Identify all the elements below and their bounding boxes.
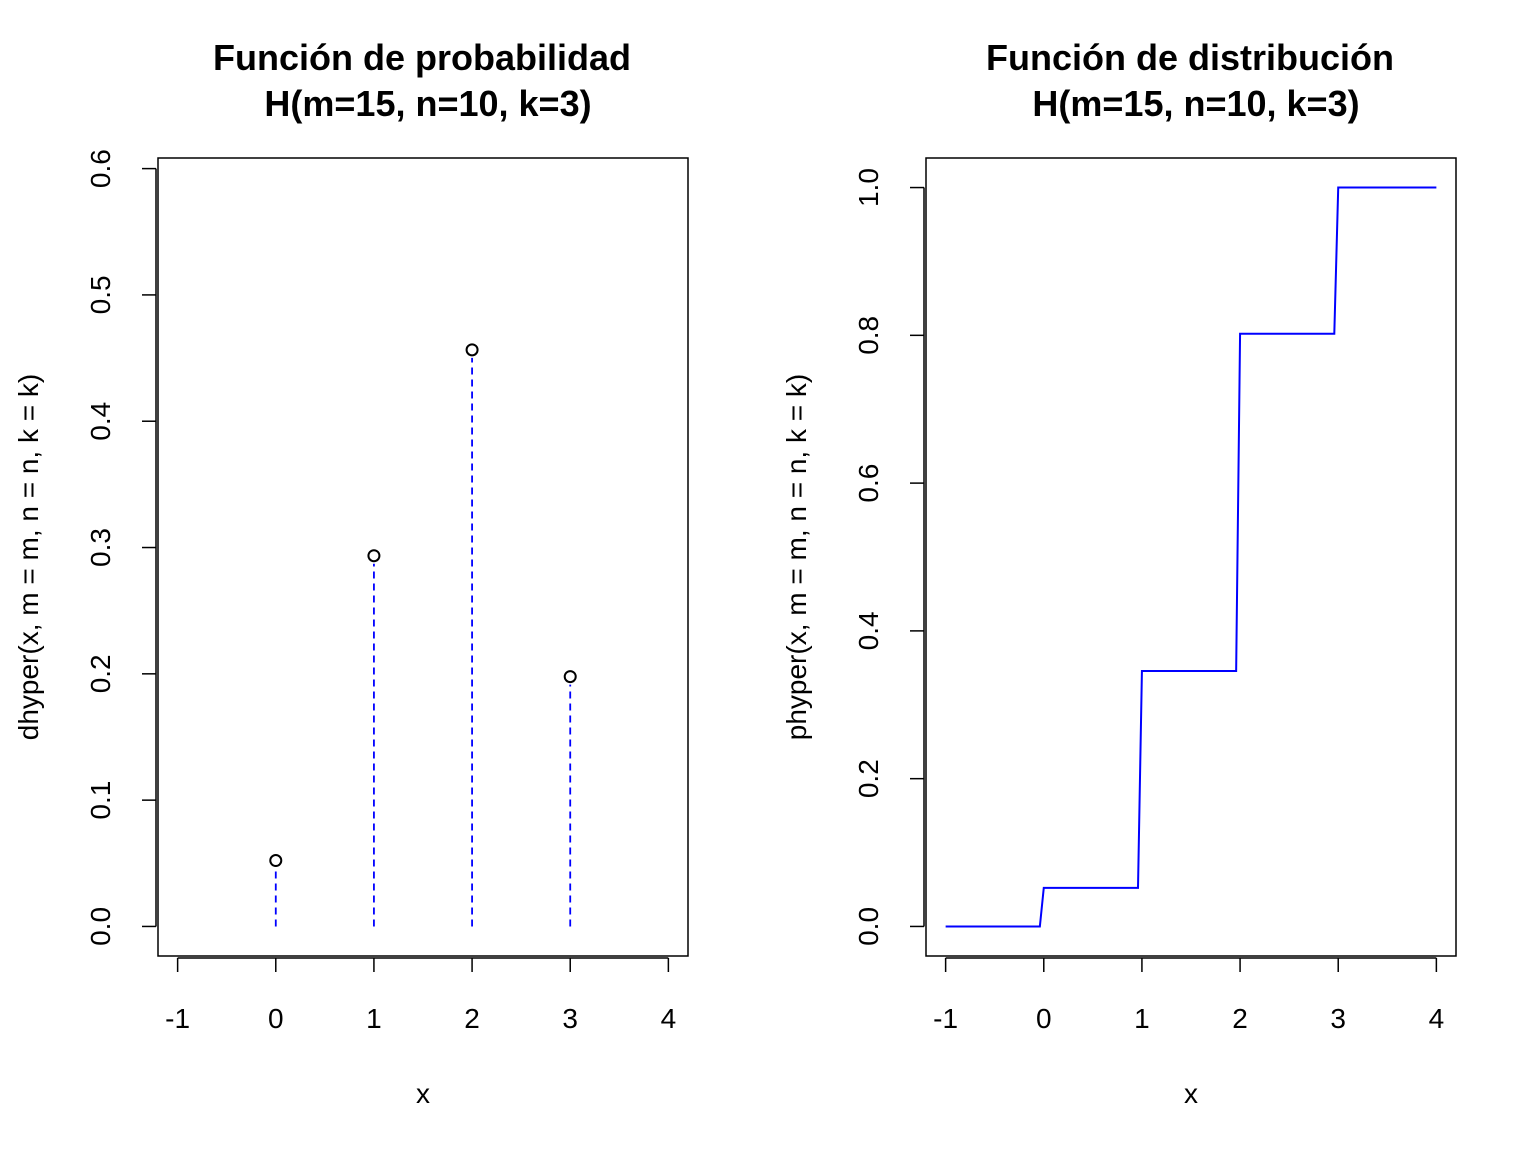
right-x-axis-label: x bbox=[1184, 1078, 1198, 1109]
right-y-tick-label: 0.8 bbox=[853, 316, 884, 355]
left-x-tick-label: 1 bbox=[366, 1003, 382, 1034]
right-x-axis: -1 0 1 2 3 4 bbox=[933, 957, 1445, 1034]
panel-probability: Función de probabilidad H(m=15, n=10, k=… bbox=[13, 37, 689, 1109]
right-y-tick-label: 1.0 bbox=[853, 168, 884, 207]
right-subtitle: H(m=15, n=10, k=3) bbox=[1032, 83, 1359, 124]
point-x-0 bbox=[269, 854, 283, 868]
panel-distribution: Función de distribución H(m=15, n=10, k=… bbox=[781, 37, 1457, 1109]
left-plot-frame bbox=[157, 157, 689, 957]
right-y-tick-label: 0.0 bbox=[853, 907, 884, 946]
right-y-axis: 0.0 0.2 0.4 0.6 0.8 1.0 bbox=[853, 168, 925, 946]
left-y-axis: 0.0 0.1 0.2 0.3 0.4 0.5 0.6 bbox=[85, 149, 157, 946]
left-x-tick-label: 0 bbox=[268, 1003, 284, 1034]
left-subtitle: H(m=15, n=10, k=3) bbox=[264, 83, 591, 124]
right-x-tick-label: 1 bbox=[1134, 1003, 1150, 1034]
point-x-3 bbox=[563, 670, 577, 684]
right-y-axis-label: phyper(x, m = m, n = n, k = k) bbox=[781, 374, 812, 740]
left-title: Función de probabilidad bbox=[213, 37, 631, 78]
right-y-tick-label: 0.2 bbox=[853, 759, 884, 798]
left-y-tick-label: 0.6 bbox=[85, 149, 116, 188]
left-x-tick-label: -1 bbox=[165, 1003, 190, 1034]
right-title: Función de distribución bbox=[986, 37, 1394, 78]
right-cdf-line-group bbox=[945, 186, 1437, 928]
left-points bbox=[269, 343, 577, 868]
right-x-tick-label: 4 bbox=[1429, 1003, 1445, 1034]
left-y-tick-label: 0.5 bbox=[85, 275, 116, 314]
left-y-axis-label: dhyper(x, m = m, n = n, k = k) bbox=[13, 374, 44, 740]
left-stems bbox=[274, 357, 572, 927]
right-x-tick-label: 0 bbox=[1036, 1003, 1052, 1034]
right-x-tick-label: 2 bbox=[1232, 1003, 1248, 1034]
left-x-tick-label: 4 bbox=[661, 1003, 677, 1034]
right-x-tick-label: 3 bbox=[1330, 1003, 1346, 1034]
left-y-tick-label: 0.4 bbox=[85, 402, 116, 441]
left-x-tick-label: 2 bbox=[464, 1003, 480, 1034]
right-plot-frame bbox=[925, 157, 1457, 957]
point-x-2 bbox=[465, 343, 479, 357]
left-y-tick-label: 0.3 bbox=[85, 528, 116, 567]
right-x-tick-label: -1 bbox=[933, 1003, 958, 1034]
left-x-tick-label: 3 bbox=[562, 1003, 578, 1034]
left-x-axis: -1 0 1 2 3 4 bbox=[165, 957, 677, 1034]
left-y-tick-label: 0.1 bbox=[85, 781, 116, 820]
cdf-step-line bbox=[945, 186, 1437, 928]
left-y-tick-label: 0.0 bbox=[85, 907, 116, 946]
point-x-1 bbox=[367, 549, 381, 563]
right-y-tick-label: 0.4 bbox=[853, 611, 884, 650]
left-x-axis-label: x bbox=[416, 1078, 430, 1109]
right-y-tick-label: 0.6 bbox=[853, 464, 884, 503]
left-y-tick-label: 0.2 bbox=[85, 654, 116, 693]
